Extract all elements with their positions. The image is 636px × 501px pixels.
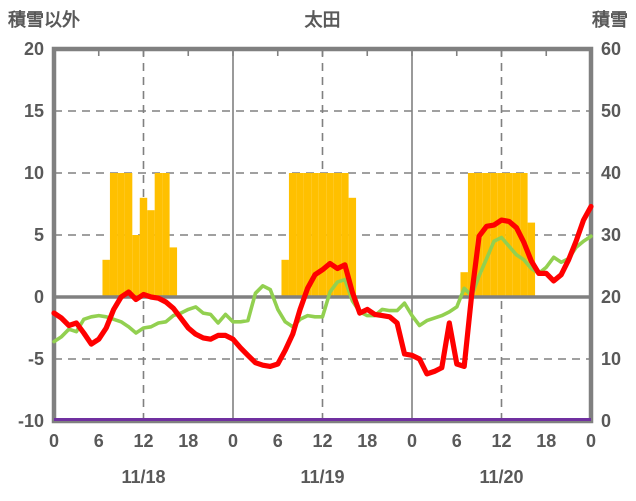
x-axis-hour-label: 0 bbox=[406, 431, 417, 451]
left-axis-tick-label: 15 bbox=[23, 101, 44, 121]
left-axis-tick-label: -5 bbox=[27, 349, 44, 369]
sunshine-bar bbox=[147, 210, 155, 297]
sunshine-bar bbox=[467, 173, 476, 297]
sunshine-bar bbox=[520, 173, 528, 297]
right-axis-title: 積雪 bbox=[592, 10, 628, 30]
x-axis-date-label: 11/19 bbox=[300, 467, 345, 487]
green-line bbox=[52, 234, 593, 344]
left-axis-title: 積雪以外 bbox=[8, 10, 80, 30]
sunshine-bar bbox=[154, 173, 163, 297]
sunshine-bar bbox=[311, 173, 319, 297]
right-axis-tick-label: 50 bbox=[601, 101, 622, 121]
x-axis-hour-label: 18 bbox=[536, 431, 557, 451]
left-axis-tick-label: -10 bbox=[17, 411, 44, 431]
sunshine-bar bbox=[341, 173, 349, 297]
x-axis-hour-label: 0 bbox=[227, 431, 238, 451]
sunshine-bar bbox=[326, 173, 334, 297]
right-axis-tick-label: 10 bbox=[601, 349, 622, 369]
sunshine-bar bbox=[117, 173, 125, 297]
right-axis-tick-label: 40 bbox=[601, 163, 622, 183]
sunshine-bar bbox=[303, 173, 312, 297]
sunshine-bar bbox=[348, 197, 357, 297]
sunshine-bar bbox=[490, 173, 498, 297]
sunshine-bar bbox=[169, 247, 178, 297]
x-axis-date-label: 11/18 bbox=[121, 467, 166, 487]
x-axis-hour-label: 12 bbox=[133, 431, 154, 451]
sunshine-bar bbox=[102, 259, 110, 297]
red-line bbox=[51, 203, 594, 377]
sunshine-bar bbox=[288, 173, 297, 297]
sunshine-bar bbox=[124, 173, 133, 297]
sunshine-bar bbox=[132, 235, 140, 297]
sunshine-bar bbox=[512, 173, 521, 297]
sunshine-bar bbox=[109, 173, 118, 297]
sunshine-bar bbox=[333, 173, 342, 297]
left-axis-tick-label: 20 bbox=[23, 39, 44, 59]
left-axis-tick-label: 5 bbox=[33, 225, 44, 245]
x-axis-hour-label: 12 bbox=[491, 431, 512, 451]
x-axis-hour-label: 18 bbox=[178, 431, 199, 451]
sunshine-bar bbox=[281, 259, 289, 297]
right-axis-tick-label: 30 bbox=[601, 225, 622, 245]
sunshine-bar bbox=[296, 173, 304, 297]
x-axis-hour-label: 6 bbox=[93, 431, 104, 451]
sunshine-bar bbox=[482, 173, 491, 297]
sunshine-bar bbox=[505, 173, 513, 297]
x-axis-hour-label: 0 bbox=[585, 431, 596, 451]
x-axis-hour-label: 12 bbox=[312, 431, 333, 451]
sunshine-bar bbox=[318, 173, 327, 297]
right-axis-tick-label: 0 bbox=[601, 411, 612, 431]
sunshine-bar bbox=[139, 197, 148, 297]
x-axis-hour-label: 6 bbox=[451, 431, 462, 451]
right-axis-tick-label: 60 bbox=[601, 39, 622, 59]
right-axis-tick-label: 20 bbox=[601, 287, 622, 307]
sunshine-bar bbox=[497, 173, 506, 297]
chart-title: 太田 bbox=[304, 10, 341, 30]
x-axis-date-label: 11/20 bbox=[479, 467, 524, 487]
x-axis-hour-label: 18 bbox=[357, 431, 378, 451]
sunshine-bar bbox=[460, 272, 468, 297]
x-axis-hour-label: 6 bbox=[272, 431, 283, 451]
sunshine-bar bbox=[162, 173, 170, 297]
left-axis-tick-label: 0 bbox=[33, 287, 44, 307]
x-axis-hour-label: 0 bbox=[48, 431, 59, 451]
left-axis-tick-label: 10 bbox=[23, 163, 44, 183]
